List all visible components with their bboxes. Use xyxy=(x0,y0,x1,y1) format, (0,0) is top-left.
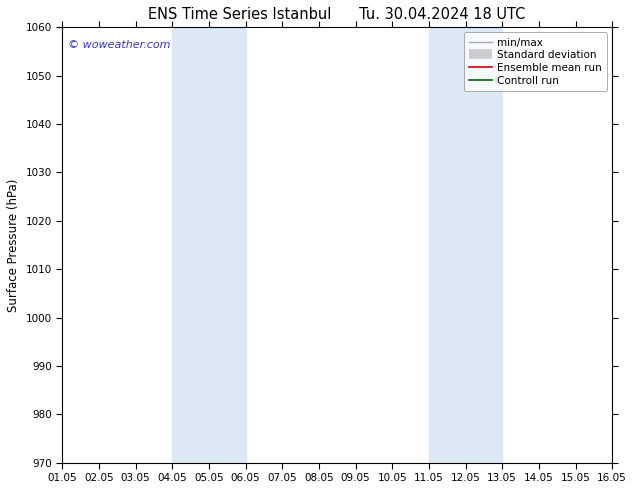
Bar xyxy=(172,27,245,463)
Bar xyxy=(429,27,502,463)
Title: ENS Time Series Istanbul      Tu. 30.04.2024 18 UTC: ENS Time Series Istanbul Tu. 30.04.2024 … xyxy=(148,7,526,22)
Legend: min/max, Standard deviation, Ensemble mean run, Controll run: min/max, Standard deviation, Ensemble me… xyxy=(463,32,607,91)
Text: © woweather.com: © woweather.com xyxy=(68,40,170,50)
Y-axis label: Surface Pressure (hPa): Surface Pressure (hPa) xyxy=(7,178,20,312)
